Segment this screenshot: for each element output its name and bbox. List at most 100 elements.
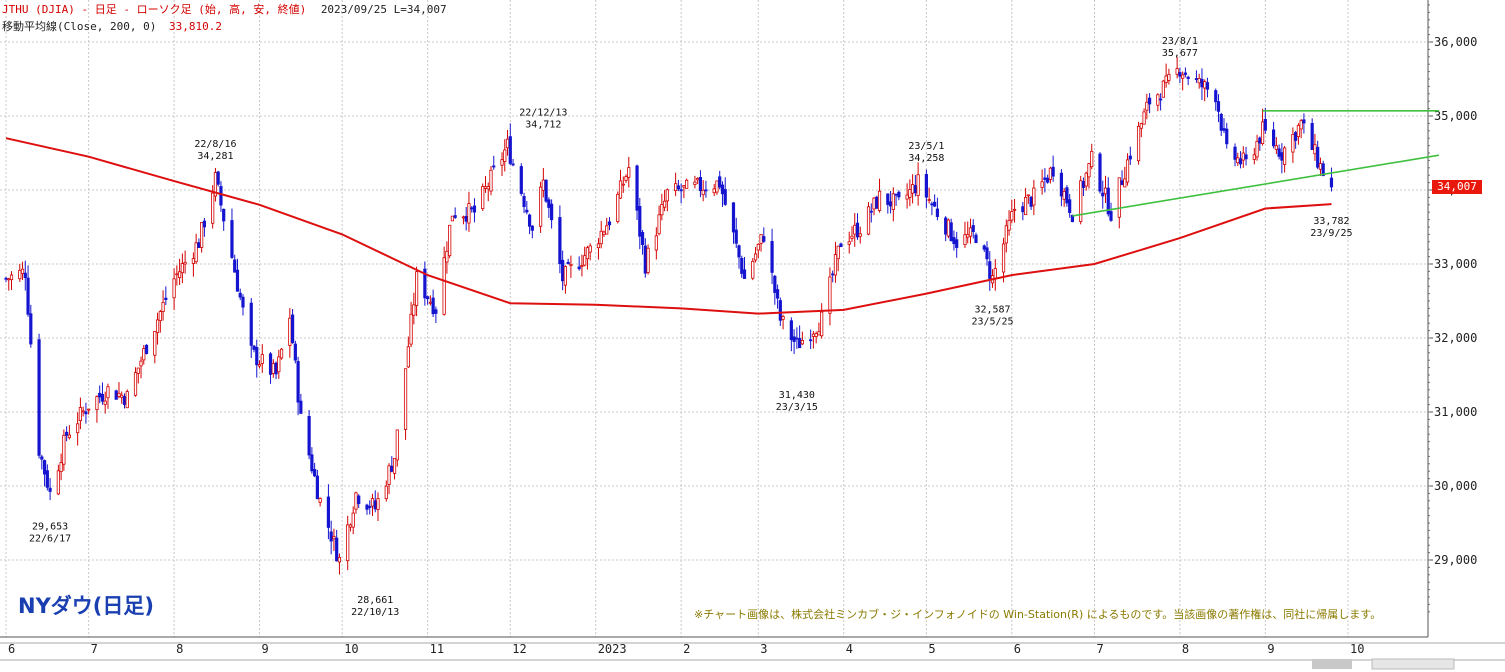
candle-body — [511, 163, 515, 166]
candle-body — [87, 408, 91, 411]
chart-header-line-1: JTHU (DJIA) - 日足 - ローソク足 (始, 高, 安, 終値) 2… — [2, 3, 447, 16]
candle-body — [569, 264, 573, 267]
candle-body — [326, 496, 331, 528]
candle-body — [913, 185, 917, 194]
candle-body — [1147, 97, 1152, 105]
candle-body — [1026, 194, 1030, 197]
candle-body — [966, 234, 970, 238]
candle-body — [946, 219, 951, 237]
candle-body — [891, 193, 895, 210]
candle-body — [963, 234, 967, 246]
candle-body — [249, 302, 253, 346]
candle-body — [773, 275, 777, 293]
candle-body — [368, 506, 372, 508]
candle-body — [505, 138, 510, 149]
candle-body — [1222, 128, 1226, 131]
candle-body — [585, 247, 590, 260]
candle-body — [100, 393, 105, 402]
candle-body — [580, 265, 584, 267]
candle-body — [952, 237, 956, 245]
candle-body — [103, 400, 107, 405]
candle-body — [1260, 121, 1265, 144]
candle-body — [335, 537, 339, 562]
candle-body — [1283, 147, 1287, 165]
candle-body — [1271, 129, 1276, 147]
candle-body — [310, 454, 314, 472]
moving-average-value: 33,810.2 — [168, 20, 222, 33]
candle-body — [527, 214, 532, 227]
candle-body — [81, 410, 85, 413]
candle-body — [828, 276, 832, 314]
candle-body — [657, 214, 661, 235]
candle-body — [315, 475, 319, 500]
candle-body — [778, 300, 782, 321]
candle-body — [1258, 137, 1262, 144]
candle-body — [1059, 172, 1064, 197]
candle-body — [390, 465, 394, 472]
candle-body — [486, 186, 490, 190]
candle-body — [618, 180, 623, 199]
candle-body — [216, 171, 220, 185]
candle-body — [37, 339, 41, 456]
candle-body — [332, 535, 336, 540]
candle-body — [734, 229, 738, 244]
candle-body — [935, 208, 940, 217]
y-tick-label: 33,000 — [1434, 257, 1477, 271]
candle-body — [627, 167, 631, 178]
candle-body — [122, 396, 127, 405]
candle-body — [704, 189, 708, 192]
candle-body — [1103, 187, 1108, 195]
candle-body — [1046, 177, 1050, 183]
candle-body — [1139, 123, 1143, 129]
candle-body — [426, 296, 430, 300]
candle-body — [1161, 80, 1165, 98]
candle-body — [908, 189, 912, 198]
candle-body — [45, 470, 49, 488]
candle-body — [373, 500, 377, 510]
candle-body — [836, 245, 840, 260]
candle-body — [481, 186, 485, 210]
candle-body — [412, 304, 416, 316]
candle-body — [211, 192, 215, 224]
candle-body — [1084, 172, 1088, 187]
candle-body — [756, 243, 760, 251]
x-tick-label: 6 — [1014, 642, 1021, 656]
candle-body — [795, 337, 799, 340]
candle-body — [313, 469, 317, 477]
candle-body — [461, 216, 466, 219]
candle-body — [1310, 123, 1314, 151]
candle-body — [503, 149, 507, 162]
candle-body — [200, 222, 204, 248]
candle-body — [944, 217, 948, 235]
candle-body — [544, 179, 548, 202]
candle-body — [1321, 163, 1325, 177]
candle-body — [820, 311, 824, 337]
candle-body — [654, 235, 658, 251]
candle-body — [607, 221, 612, 226]
candle-body — [1012, 208, 1017, 211]
candle-body — [1274, 145, 1278, 150]
candle-body — [1023, 197, 1028, 216]
candle-body — [65, 431, 69, 436]
candle-body — [577, 266, 581, 270]
candle-body — [875, 196, 879, 209]
candle-body — [839, 243, 843, 248]
candle-body — [1318, 163, 1323, 170]
candle-body — [955, 239, 959, 248]
candle-body — [696, 178, 700, 181]
candle-body — [9, 274, 14, 281]
candle-body — [133, 372, 138, 396]
candle-body — [235, 269, 240, 292]
candle-body — [1004, 225, 1008, 244]
candle-body — [1216, 101, 1221, 112]
x-tick-label: 5 — [928, 642, 935, 656]
candle-body — [985, 247, 989, 260]
candle-body — [759, 233, 763, 244]
candle-body — [1128, 155, 1132, 160]
symbol-description: JTHU (DJIA) - 日足 - ローソク足 (始, 高, 安, 終値) — [2, 3, 307, 16]
candle-body — [395, 429, 399, 461]
candle-body — [1238, 158, 1243, 165]
candle-body — [1109, 211, 1113, 221]
candle-body — [329, 531, 333, 542]
candle-body — [924, 174, 928, 198]
